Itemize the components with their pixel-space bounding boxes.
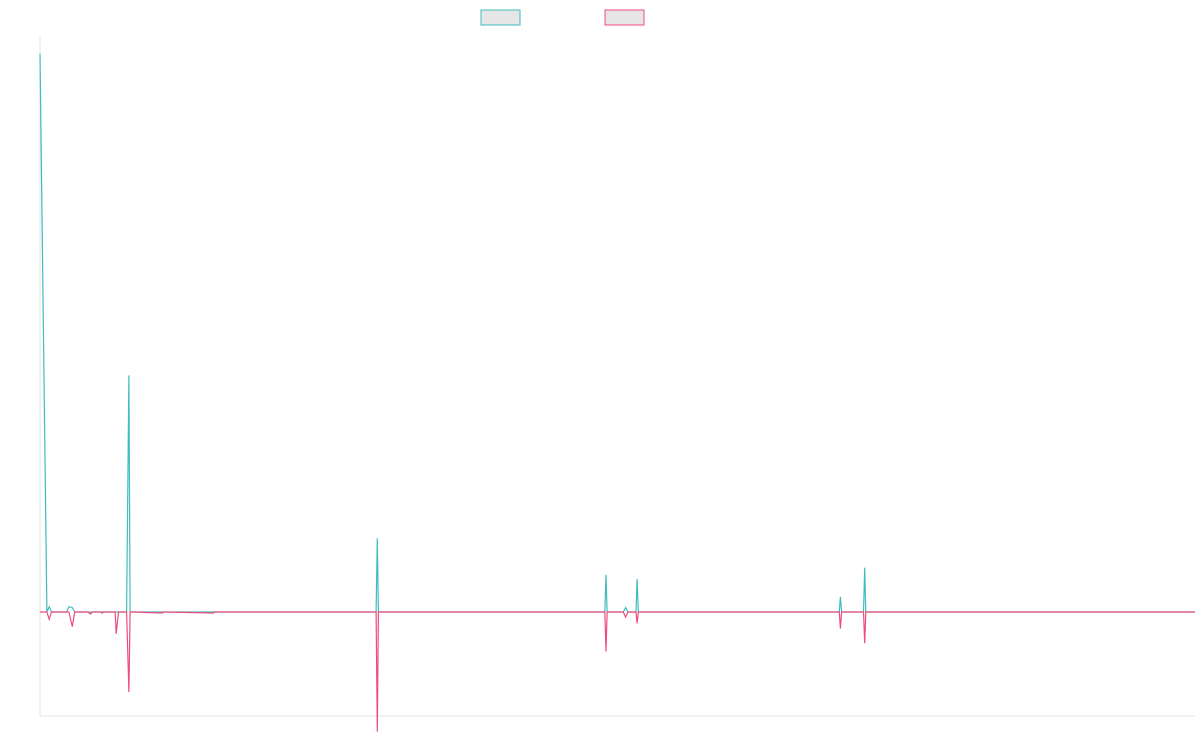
series-line-1 xyxy=(39,53,1195,613)
legend-swatch-1[interactable] xyxy=(480,9,521,26)
legend-swatch-2[interactable] xyxy=(604,9,645,26)
series-line-2 xyxy=(40,611,1195,732)
axes xyxy=(39,36,1195,717)
legend-item-1[interactable] xyxy=(480,9,521,26)
legend xyxy=(480,9,645,26)
series-group xyxy=(39,53,1195,732)
legend-item-2[interactable] xyxy=(604,9,645,26)
